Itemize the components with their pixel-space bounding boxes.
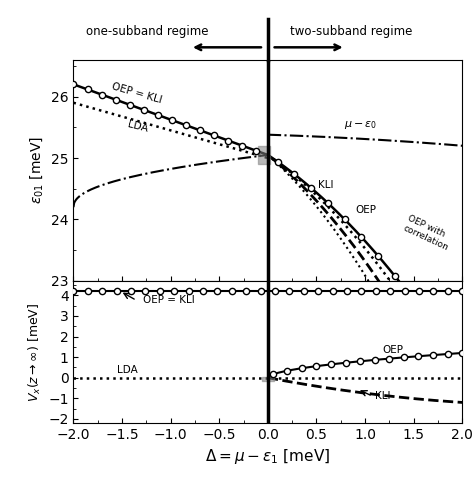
Text: KLI: KLI bbox=[319, 180, 334, 189]
Text: OEP with
correlation: OEP with correlation bbox=[402, 214, 455, 252]
Text: KLI: KLI bbox=[374, 391, 390, 402]
Text: two-subband regime: two-subband regime bbox=[290, 24, 412, 38]
Text: LDA: LDA bbox=[127, 120, 149, 134]
Y-axis label: $\varepsilon_{01}$ [meV]: $\varepsilon_{01}$ [meV] bbox=[28, 136, 46, 204]
Text: OEP: OEP bbox=[383, 346, 403, 356]
X-axis label: $\Delta = \mu - \varepsilon_1$ [meV]: $\Delta = \mu - \varepsilon_1$ [meV] bbox=[205, 447, 330, 467]
Text: one-subband regime: one-subband regime bbox=[86, 24, 208, 38]
Text: OEP = KLI: OEP = KLI bbox=[144, 295, 195, 305]
Text: LDA: LDA bbox=[117, 365, 138, 375]
Text: OEP: OEP bbox=[355, 206, 376, 215]
Y-axis label: $V_x(z{\rightarrow}\infty)$ [meV]: $V_x(z{\rightarrow}\infty)$ [meV] bbox=[27, 303, 43, 402]
Text: $\mu-\varepsilon_0$: $\mu-\varepsilon_0$ bbox=[344, 120, 377, 131]
Text: OEP = KLI: OEP = KLI bbox=[110, 81, 163, 105]
